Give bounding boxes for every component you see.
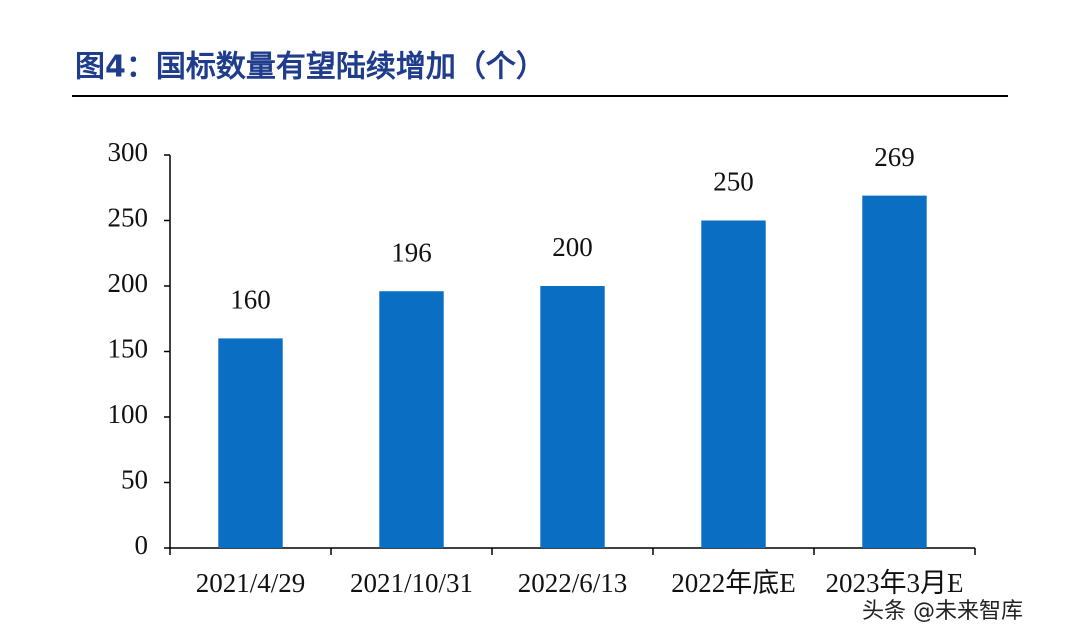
y-tick-label: 150 — [108, 334, 149, 364]
bar — [218, 338, 283, 548]
x-tick-label: 2021/10/31 — [350, 568, 473, 598]
bar — [379, 291, 444, 548]
value-label: 200 — [552, 232, 593, 262]
bar — [862, 195, 927, 549]
y-tick-label: 200 — [108, 268, 149, 298]
y-tick-label: 100 — [108, 399, 149, 429]
y-tick-label: 250 — [108, 203, 149, 233]
watermark: 头条 @未来智库 — [862, 599, 1023, 624]
chart-title: 图4：国标数量有望陆续增加（个） — [75, 50, 546, 85]
x-tick-label: 2022/6/13 — [518, 568, 628, 598]
value-label: 269 — [874, 142, 915, 172]
value-label: 196 — [391, 237, 432, 267]
bar — [701, 220, 766, 548]
value-label: 250 — [713, 167, 754, 197]
x-tick-label: 2021/4/29 — [196, 568, 306, 598]
value-label: 160 — [230, 285, 271, 315]
y-tick-label: 300 — [108, 137, 149, 167]
y-tick-label: 0 — [135, 530, 149, 560]
y-tick-label: 50 — [121, 465, 148, 495]
bar — [540, 286, 605, 548]
x-tick-label: 2022年底E — [671, 568, 796, 598]
x-tick-label: 2023年3月E — [826, 568, 964, 598]
